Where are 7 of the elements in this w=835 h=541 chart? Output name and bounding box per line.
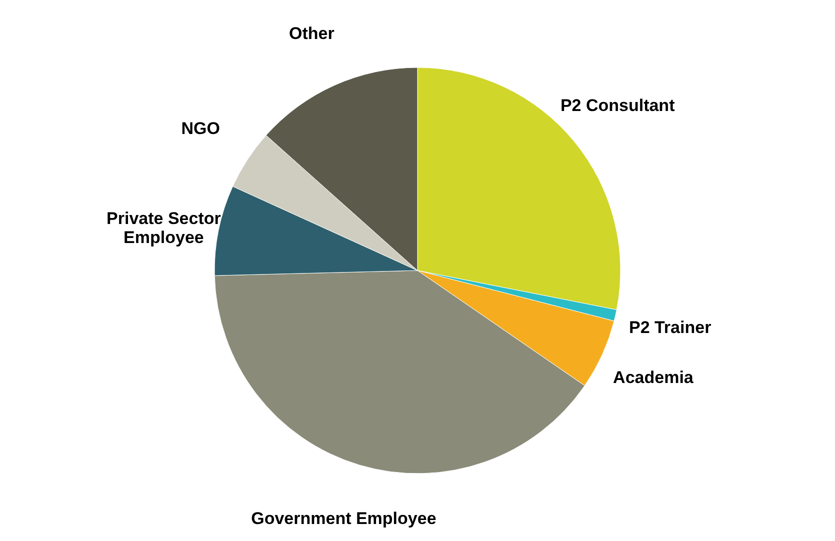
- slice-label: P2 Trainer: [628, 318, 712, 337]
- slice-label: NGO: [181, 118, 220, 138]
- slice-label: P2 Consultant: [560, 96, 676, 116]
- slice-label: Government Employee: [251, 508, 436, 528]
- slice-label: Other: [288, 24, 335, 44]
- slice-label: Private Sector Employee: [106, 208, 222, 247]
- slice-label: Academia: [613, 368, 694, 387]
